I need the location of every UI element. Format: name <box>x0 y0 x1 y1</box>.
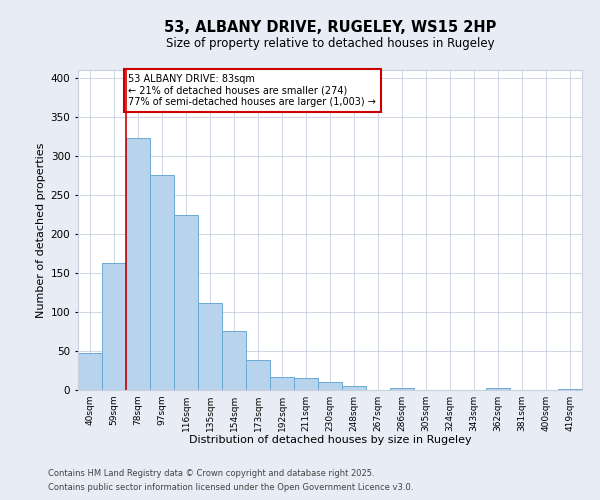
Bar <box>198 302 222 390</box>
Text: Contains HM Land Registry data © Crown copyright and database right 2025.: Contains HM Land Registry data © Crown c… <box>48 468 374 477</box>
Y-axis label: Number of detached properties: Number of detached properties <box>37 142 46 318</box>
Text: Size of property relative to detached houses in Rugeley: Size of property relative to detached ho… <box>166 38 494 51</box>
Bar <box>222 332 246 390</box>
Bar <box>102 263 126 390</box>
Bar <box>390 388 414 390</box>
X-axis label: Distribution of detached houses by size in Rugeley: Distribution of detached houses by size … <box>188 436 472 446</box>
Bar <box>318 382 342 390</box>
Bar <box>246 360 270 390</box>
Bar <box>486 388 510 390</box>
Bar <box>78 352 102 390</box>
Bar <box>126 138 150 390</box>
Bar <box>150 176 174 390</box>
Bar <box>558 389 582 390</box>
Bar <box>294 378 318 390</box>
Bar <box>174 215 198 390</box>
Text: 53 ALBANY DRIVE: 83sqm
← 21% of detached houses are smaller (274)
77% of semi-de: 53 ALBANY DRIVE: 83sqm ← 21% of detached… <box>128 74 376 107</box>
Text: Contains public sector information licensed under the Open Government Licence v3: Contains public sector information licen… <box>48 484 413 492</box>
Bar <box>270 376 294 390</box>
Text: 53, ALBANY DRIVE, RUGELEY, WS15 2HP: 53, ALBANY DRIVE, RUGELEY, WS15 2HP <box>164 20 496 35</box>
Bar <box>342 386 366 390</box>
